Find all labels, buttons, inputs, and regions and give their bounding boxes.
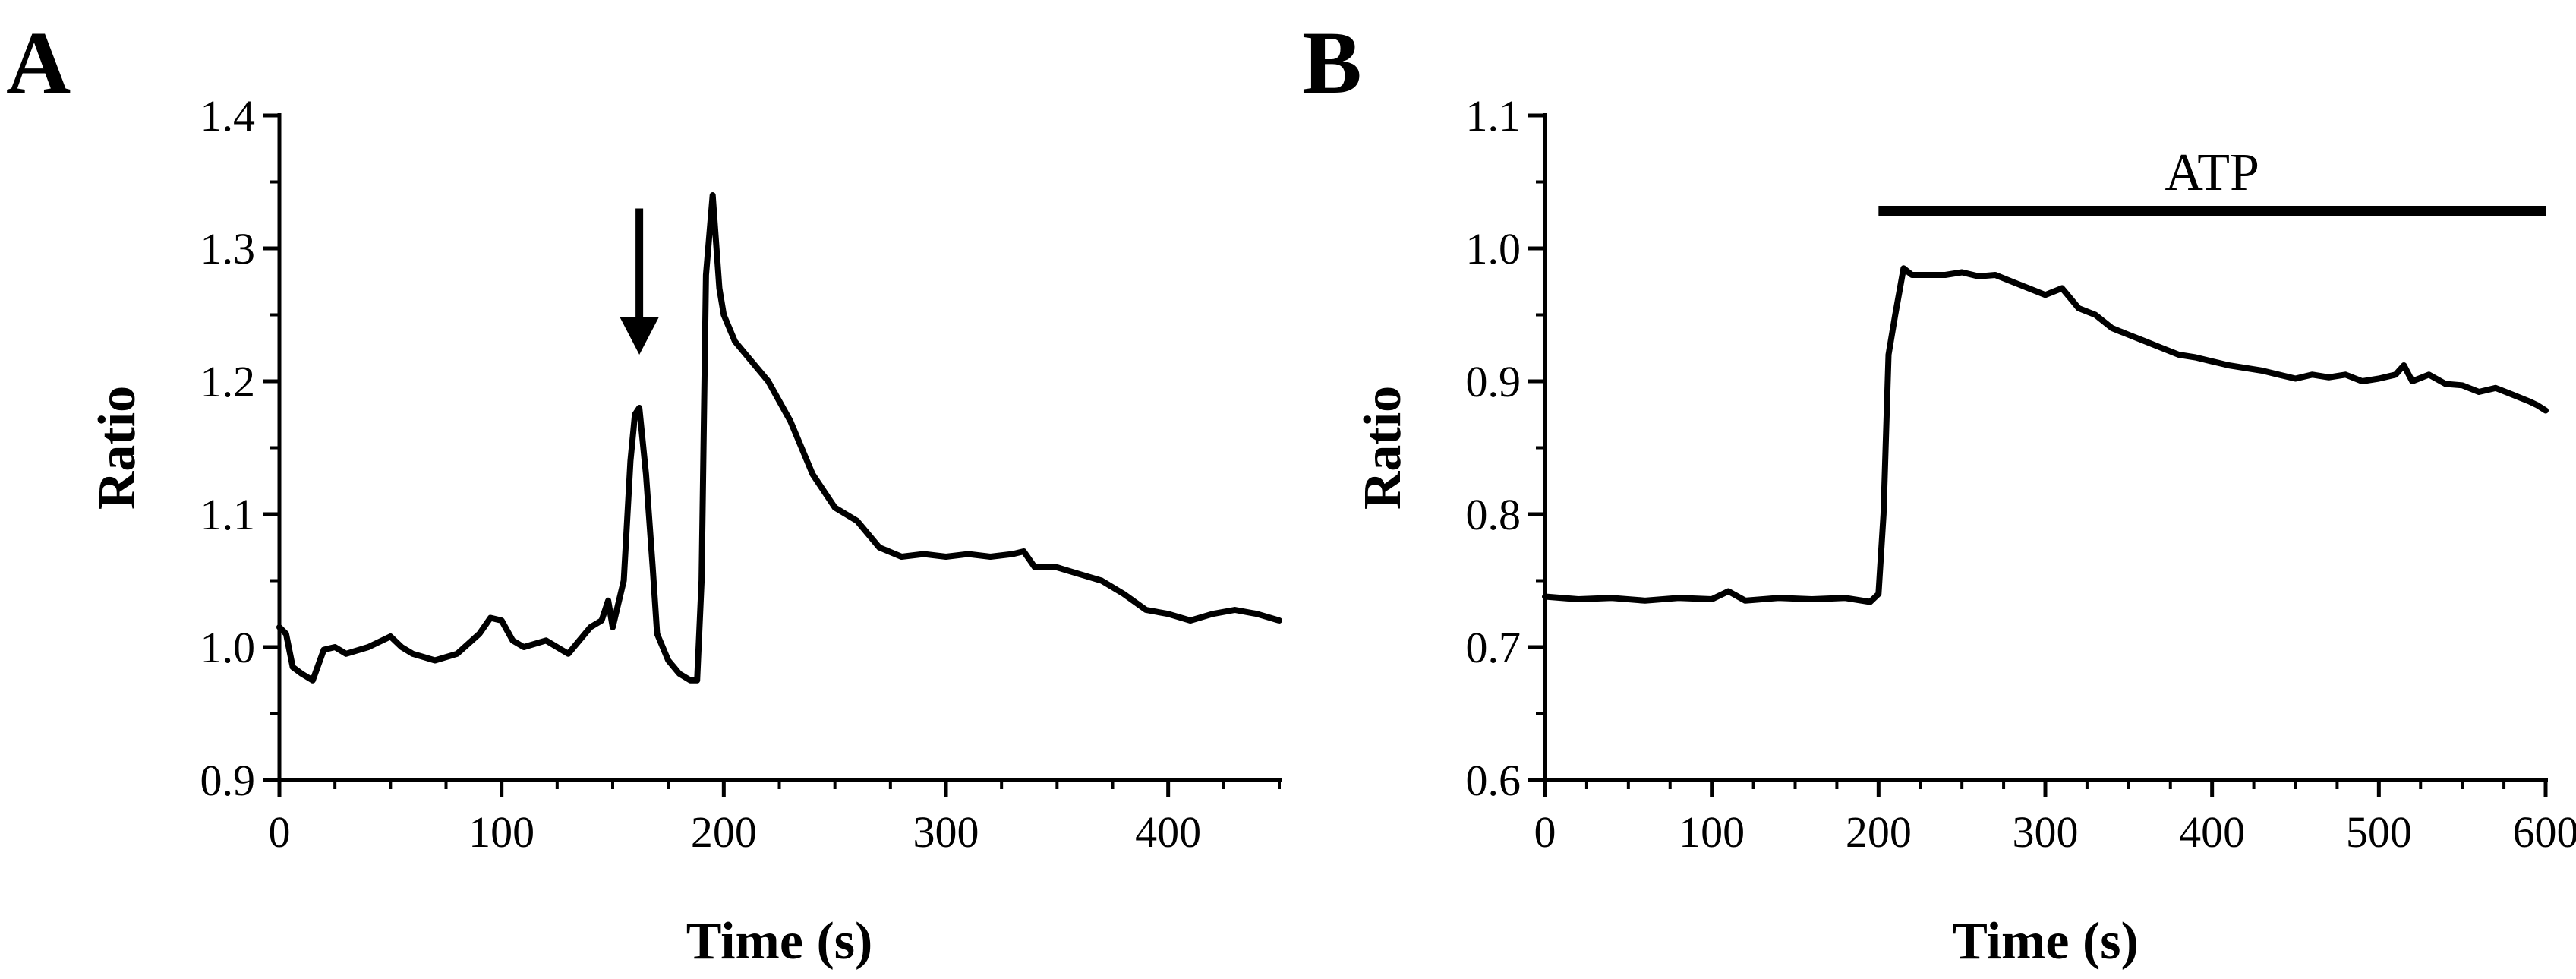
panel-label-a: A	[6, 13, 71, 112]
x-tick-label: 300	[2013, 807, 2079, 857]
y-tick-label: 0.9	[200, 756, 256, 805]
y-tick-label: 0.7	[1466, 623, 1521, 672]
y-tick-label: 0.8	[1466, 490, 1521, 539]
x-tick-label: 200	[1846, 807, 1912, 857]
x-tick-label: 600	[2513, 807, 2576, 857]
x-tick-label: 100	[1679, 807, 1745, 857]
panel-a: A 0.9 1.0 1.1 1.2 1.3 1.4 0 100 200 300 400 Time (…	[6, 13, 1282, 971]
y-tick-label: 1.1	[200, 490, 256, 539]
atp-label: ATP	[2165, 144, 2259, 202]
panel-a-data-line	[276, 192, 1282, 684]
panel-b-data-line	[1542, 265, 2549, 605]
panel-b-y-axis-title: Ratio	[1354, 386, 1412, 510]
panel-b-annotations: ATP	[1878, 144, 2546, 216]
y-tick-label: 0.6	[1466, 756, 1521, 805]
x-tick-label: 0	[269, 807, 291, 857]
y-tick-label: 1.4	[200, 91, 256, 141]
x-tick-label: 400	[1135, 807, 1201, 857]
arrow-head	[620, 317, 660, 355]
panel-a-ticks: 0.9 1.0 1.1 1.2 1.3 1.4 0 100 200 300 400	[200, 91, 1281, 857]
y-tick-label: 1.2	[200, 357, 256, 406]
y-tick-label: 1.0	[1466, 224, 1521, 273]
panel-a-x-axis-title: Time (s)	[686, 912, 873, 971]
x-tick-label: 300	[913, 807, 979, 857]
y-tick-label: 1.3	[200, 224, 256, 273]
x-tick-label: 100	[468, 807, 534, 857]
x-tick-label: 200	[691, 807, 757, 857]
panel-b-x-axis-title: Time (s)	[1952, 912, 2139, 971]
panel-b-ticks: 0.6 0.7 0.8 0.9 1.0 1.1 0 100 200 300 400 500 600	[1466, 91, 2576, 857]
y-tick-label: 0.9	[1466, 357, 1521, 406]
x-tick-label: 500	[2346, 807, 2412, 857]
panel-b-axes	[1543, 113, 2548, 782]
y-tick-label: 1.1	[1466, 91, 1521, 141]
panel-a-annotations	[620, 208, 660, 355]
panel-a-axes	[277, 113, 1282, 782]
x-tick-label: 0	[1534, 807, 1556, 857]
y-tick-label: 1.0	[200, 623, 256, 672]
panel-b: B 0.60.70.80.91.01.10 100 200 300 400 500 600 …	[1302, 13, 2576, 971]
panel-label-b: B	[1302, 13, 1362, 112]
x-tick-label: 400	[2179, 807, 2245, 857]
panel-a-y-axis-title: Ratio	[88, 386, 147, 510]
